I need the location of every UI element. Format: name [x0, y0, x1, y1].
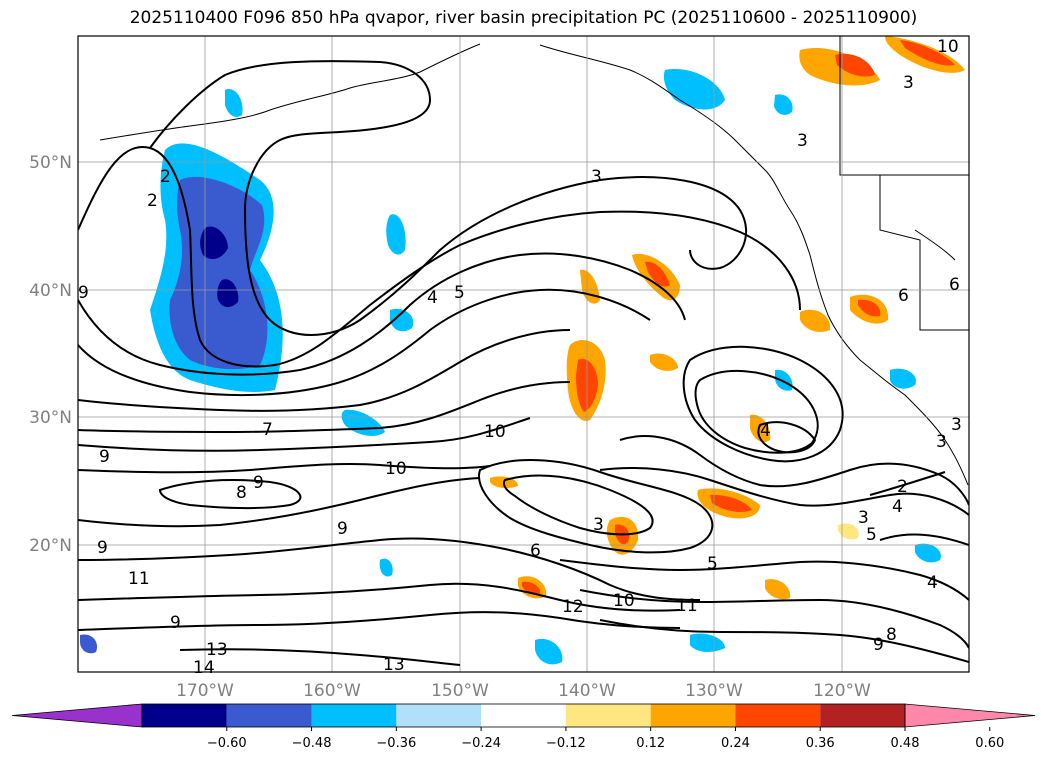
contour-label: 4 [760, 421, 771, 441]
colorbar-swatch [820, 704, 905, 727]
contour-label: 5 [454, 283, 465, 303]
colorbar-swatch [396, 704, 482, 727]
contour-label: 14 [193, 658, 215, 678]
contour-label: 3 [858, 508, 869, 528]
lon-label-150w: 150°W [431, 681, 489, 701]
colorbar-swatch [311, 704, 397, 727]
map-frame [77, 35, 970, 673]
colorbar-tick-label: −0.36 [376, 736, 416, 751]
colorbar-swatch [650, 704, 736, 727]
lon-label-130w: 130°W [685, 681, 743, 701]
contour-label: 6 [949, 275, 960, 295]
lat-label-30n: 30°N [29, 408, 72, 428]
contour-label: 13 [206, 640, 228, 660]
contour-label: 2 [897, 477, 908, 497]
contour-label: 9 [873, 635, 884, 655]
contour-label: 4 [427, 288, 438, 308]
colorbar-frame [141, 703, 906, 728]
lat-label-20n: 20°N [29, 536, 72, 556]
colorbar-tick-label: 0.12 [636, 736, 665, 751]
contour-label: 5 [707, 554, 718, 574]
contour-label: 3 [903, 73, 914, 93]
colorbar-tick-label: 0.48 [891, 736, 920, 751]
colorbar-tick-label: −0.48 [292, 736, 332, 751]
contour-label: 5 [866, 525, 877, 545]
contour-label: 8 [886, 625, 897, 645]
lat-lon-grid [78, 36, 969, 672]
contour-label: 9 [78, 283, 89, 303]
contour-label: 9 [170, 613, 181, 633]
colorbar-tick-label: −0.60 [207, 736, 247, 751]
contour-label: 2 [160, 167, 171, 187]
colorbar-tick-label: 0.36 [806, 736, 835, 751]
contour-label: 7 [262, 420, 273, 440]
contour-label: 2 [147, 191, 158, 211]
colorbar-swatch [735, 704, 821, 727]
lon-label-140w: 140°W [558, 681, 616, 701]
negative-precip-shading [80, 69, 941, 665]
colorbar-swatch [142, 704, 227, 727]
contour-label: 9 [253, 473, 264, 493]
contour-label: 10 [613, 591, 635, 611]
colorbar: −0.60 −0.48 −0.36 −0.24 −0.12 0.12 0.24 0.36 0.4… [11, 703, 1036, 751]
contour-label: 11 [128, 569, 150, 589]
colorbar-tick-label: 0.60 [975, 736, 1004, 751]
contour-label: 4 [927, 573, 938, 593]
contour-label: 13 [383, 655, 405, 675]
contour-label: 3 [797, 131, 808, 151]
contour-labels: 10 3 3 2 2 4 5 10 10 7 9 8 9 9 9 9 11 9 … [78, 37, 962, 678]
contour-label: 10 [937, 37, 959, 57]
contour-label: 9 [97, 538, 108, 558]
qvapor-contours [78, 60, 969, 666]
colorbar-swatch [226, 704, 312, 727]
contour-label: 3 [593, 515, 604, 535]
contour-label: 4 [892, 497, 903, 517]
colorbar-tick-label: −0.24 [461, 736, 501, 751]
lon-label-170w: 170°W [176, 681, 234, 701]
lon-label-160w: 160°W [303, 681, 361, 701]
lon-label-120w: 120°W [813, 681, 871, 701]
chart-title: 2025110400 F096 850 hPa qvapor, river ba… [129, 8, 918, 28]
colorbar-swatch [481, 704, 566, 727]
colorbar-swatch [565, 704, 651, 727]
contour-label: 3 [951, 415, 962, 435]
contour-label: 9 [99, 447, 110, 467]
longitude-labels: 170°W 160°W 150°W 140°W 130°W 120°W [176, 681, 871, 701]
colorbar-extension-low [11, 703, 143, 728]
contour-label: 12 [562, 597, 584, 617]
contour-label: 10 [385, 459, 407, 479]
contour-label: 6 [898, 286, 909, 306]
colorbar-tick-label: −0.12 [546, 736, 586, 751]
contour-label: 6 [530, 541, 541, 561]
contour-label: 9 [337, 519, 348, 539]
lat-label-50n: 50°N [29, 153, 72, 173]
colorbar-tick-label: 0.24 [721, 736, 750, 751]
colorbar-extension-high [904, 703, 1036, 728]
contour-label: 10 [484, 422, 506, 442]
coastlines [99, 36, 969, 486]
lat-label-40n: 40°N [29, 281, 72, 301]
contour-label: 3 [591, 167, 602, 187]
contour-label: 3 [936, 432, 947, 452]
latitude-labels: 50°N 40°N 30°N 20°N [29, 153, 72, 556]
contour-label: 11 [676, 596, 698, 616]
contour-label: 8 [236, 483, 247, 503]
